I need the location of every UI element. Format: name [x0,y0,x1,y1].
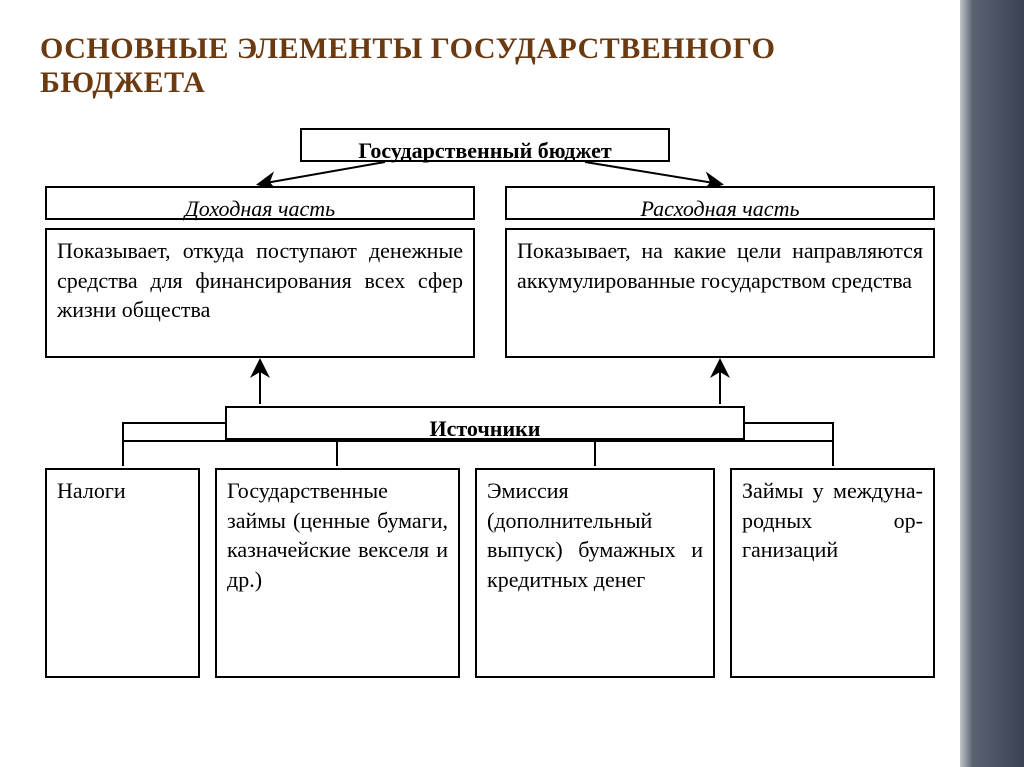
income-desc-text: Показывает, откуда поступают денежные ср… [57,238,463,322]
expense-header-label: Расходная часть [641,196,800,221]
expense-desc-text: Показывает, на какие цели на­правляются … [517,238,923,293]
source-1-text: Налоги [57,478,126,503]
root-label: Государственный бюджет [358,138,611,163]
diagram-canvas: Государственный бюджет Доходная часть Ра… [25,128,945,748]
source-4-text: Займы у междуна­родных ор­ганизаций [742,478,923,562]
income-desc-box: Показывает, откуда поступают денежные ср… [45,228,475,358]
income-header-box: Доходная часть [45,186,475,220]
source-2-text: Государственные займы (ценные бумаги, ка… [227,478,448,592]
expense-header-box: Расходная часть [505,186,935,220]
expense-desc-box: Показывает, на какие цели на­правляются … [505,228,935,358]
source-2-box: Государственные займы (ценные бумаги, ка… [215,468,460,678]
sources-label: Источники [430,416,541,441]
sources-box: Источники [225,406,745,440]
slide-title: ОСНОВНЫЕ ЭЛЕМЕНТЫ ГОСУДАРСТВЕННОГО БЮДЖЕ… [40,32,940,100]
slide: ОСНОВНЫЕ ЭЛЕМЕНТЫ ГОСУДАРСТВЕННОГО БЮДЖЕ… [0,0,960,767]
source-3-text: Эмиссия (дополнитель­ный выпуск) бумажны… [487,478,703,592]
source-3-box: Эмиссия (дополнитель­ный выпуск) бумажны… [475,468,715,678]
source-1-box: Налоги [45,468,200,678]
source-4-box: Займы у междуна­родных ор­ганизаций [730,468,935,678]
root-box: Государственный бюджет [300,128,670,162]
income-header-label: Доходная часть [185,196,335,221]
